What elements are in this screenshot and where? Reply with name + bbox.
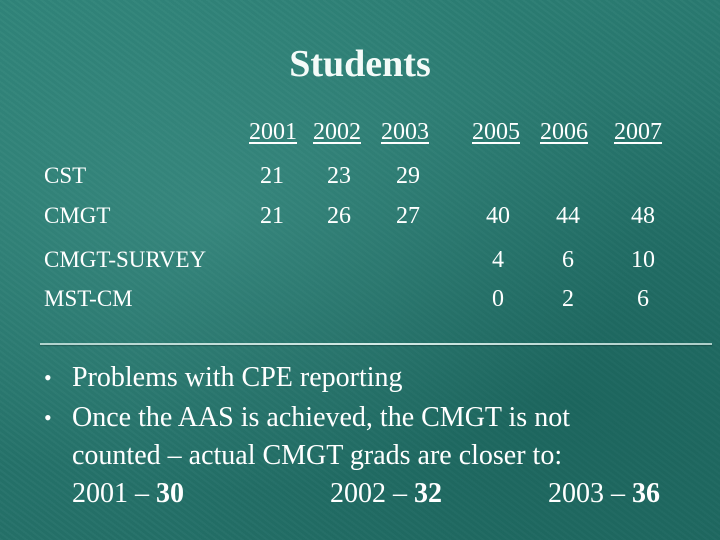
grad-value: 36	[632, 478, 660, 509]
table-cell: 44	[556, 203, 580, 229]
row-label-cmgt: CMGT	[44, 203, 111, 228]
grad-year: 2001	[72, 478, 128, 509]
grad-separator: –	[386, 478, 414, 509]
bullet-text-line-1: Once the AAS is achieved, the CMGT is no…	[72, 402, 570, 433]
table-cell: 29	[396, 163, 420, 189]
year-header-2002: 2002	[313, 119, 361, 145]
grad-entry-2002: 2002 – 32	[330, 478, 442, 510]
row-label-mst-cm: MST-CM	[44, 286, 133, 311]
divider-line	[40, 343, 712, 345]
table-cell: 10	[631, 247, 655, 273]
year-header-2003: 2003	[381, 119, 429, 145]
grad-value: 32	[414, 478, 442, 509]
bullet-text-line-2: counted – actual CMGT grads are closer t…	[72, 440, 563, 471]
table-cell: 2	[562, 286, 574, 312]
grad-entry-2001: 2001 – 30	[72, 478, 184, 510]
row-label-cmgt-survey: CMGT-SURVEY	[44, 247, 207, 272]
bullet-dot-icon: •	[44, 405, 52, 430]
table-cell: 21	[260, 163, 284, 189]
year-header-2007: 2007	[614, 119, 662, 145]
table-cell: 27	[396, 203, 420, 229]
year-header-2005: 2005	[472, 119, 520, 145]
bullet-text: Problems with CPE reporting	[72, 362, 403, 393]
grad-separator: –	[604, 478, 632, 509]
grad-value: 30	[156, 478, 184, 509]
bullet-dot-icon: •	[44, 365, 52, 390]
table-cell: 40	[486, 203, 510, 229]
table-cell: 48	[631, 203, 655, 229]
year-header-2006: 2006	[540, 119, 588, 145]
table-cell: 26	[327, 203, 351, 229]
grad-year: 2003	[548, 478, 604, 509]
table-cell: 6	[637, 286, 649, 312]
grad-separator: –	[128, 478, 156, 509]
row-label-cst: CST	[44, 163, 87, 188]
year-header-2001: 2001	[249, 119, 297, 145]
table-cell: 23	[327, 163, 351, 189]
table-cell: 21	[260, 203, 284, 229]
table-cell: 0	[492, 286, 504, 312]
grad-entry-2003: 2003 – 36	[548, 478, 660, 510]
slide-title: Students	[289, 43, 431, 85]
table-cell: 4	[492, 247, 504, 273]
grad-year: 2002	[330, 478, 386, 509]
table-cell: 6	[562, 247, 574, 273]
